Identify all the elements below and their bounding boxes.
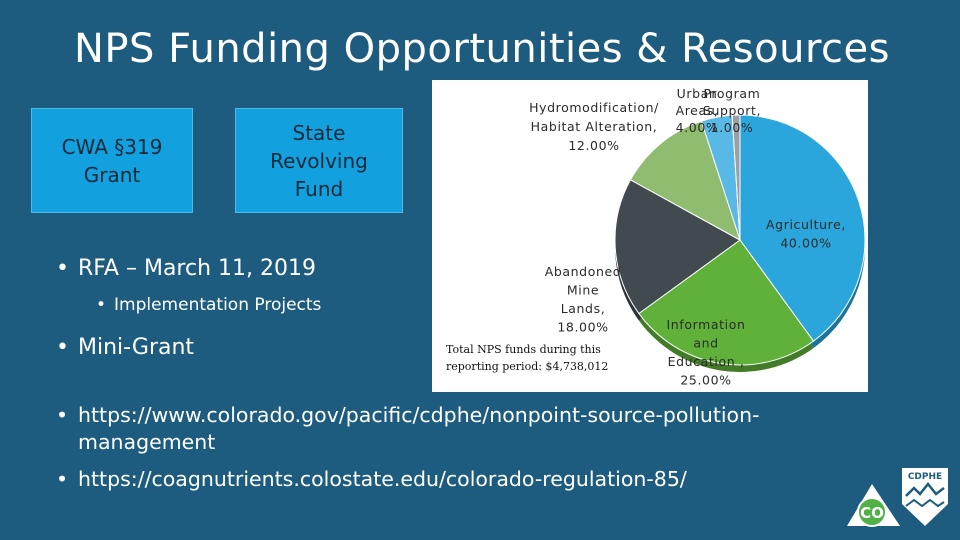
slide-title: NPS Funding Opportunities & Resources xyxy=(74,26,890,72)
slice-label-urban: Areas, xyxy=(676,103,719,118)
bullet-mini-grant: Mini-Grant xyxy=(56,335,446,360)
box-line: CWA §319 xyxy=(61,134,163,159)
resource-links: https://www.colorado.gov/pacific/cdphe/n… xyxy=(56,402,876,503)
slice-label-program: 1.00% xyxy=(711,120,754,135)
logo-monogram: CO xyxy=(860,504,884,522)
logo-waves xyxy=(905,498,945,508)
slice-label-aml: 18.00% xyxy=(557,320,608,335)
box-line: Fund xyxy=(294,176,344,201)
cwa-319-grant-box: CWA §319 Grant xyxy=(31,108,193,213)
logo-peaks xyxy=(905,481,945,497)
pie-slice-information-education xyxy=(638,239,815,366)
box-line: Revolving xyxy=(270,148,368,173)
cdphe-logo: CO CDPHE xyxy=(847,468,948,527)
link-coagnutrients[interactable]: https://coagnutrients.colostate.edu/colo… xyxy=(56,466,876,493)
pie-slice-agriculture xyxy=(739,114,866,342)
link-colorado-gov[interactable]: https://www.colorado.gov/pacific/cdphe/n… xyxy=(56,402,876,456)
pie-slice-hydromodification xyxy=(629,120,741,242)
logo-circle xyxy=(857,497,887,527)
slice-label-agriculture: Agriculture, xyxy=(766,217,846,232)
slice-label-urban: Urban xyxy=(677,86,718,101)
slice-label-urban: 4.00% xyxy=(676,120,719,135)
bullet-rfa: RFA – March 11, 2019 xyxy=(56,256,446,281)
slice-label-aml: Mine xyxy=(567,283,599,298)
slice-label-hydro: Hydromodification/ xyxy=(529,100,659,115)
box-line: Grant xyxy=(83,162,141,187)
state-revolving-fund-box: State Revolving Fund xyxy=(235,108,403,213)
bullet-implementation-projects: Implementation Projects xyxy=(56,295,446,315)
slice-label-aml: Abandoned xyxy=(545,264,622,279)
slice-label-agriculture: 40.00% xyxy=(780,236,831,251)
pie-slice-program-support xyxy=(731,114,741,241)
slice-label-info: Information xyxy=(667,317,746,332)
pie-slice-abandoned-mine-lands xyxy=(614,179,741,315)
logo-text: CDPHE xyxy=(908,472,942,482)
slice-label-info: Education , xyxy=(668,354,745,369)
bullet-list: RFA – March 11, 2019 Implementation Proj… xyxy=(56,256,446,374)
total-funds-note: Total NPS funds during this reporting pe… xyxy=(440,336,635,380)
slice-label-info: and xyxy=(693,336,718,351)
slice-label-hydro: 12.00% xyxy=(568,138,619,153)
slice-label-hydro: Habitat Alteration, xyxy=(531,119,658,134)
box-line: State xyxy=(292,120,346,145)
slice-label-program: Program xyxy=(704,86,761,101)
slice-label-program: Support, xyxy=(703,103,761,118)
slice-label-aml: Lands, xyxy=(561,301,606,316)
shield-icon xyxy=(902,468,948,526)
slice-label-info: 25.00% xyxy=(680,373,731,388)
